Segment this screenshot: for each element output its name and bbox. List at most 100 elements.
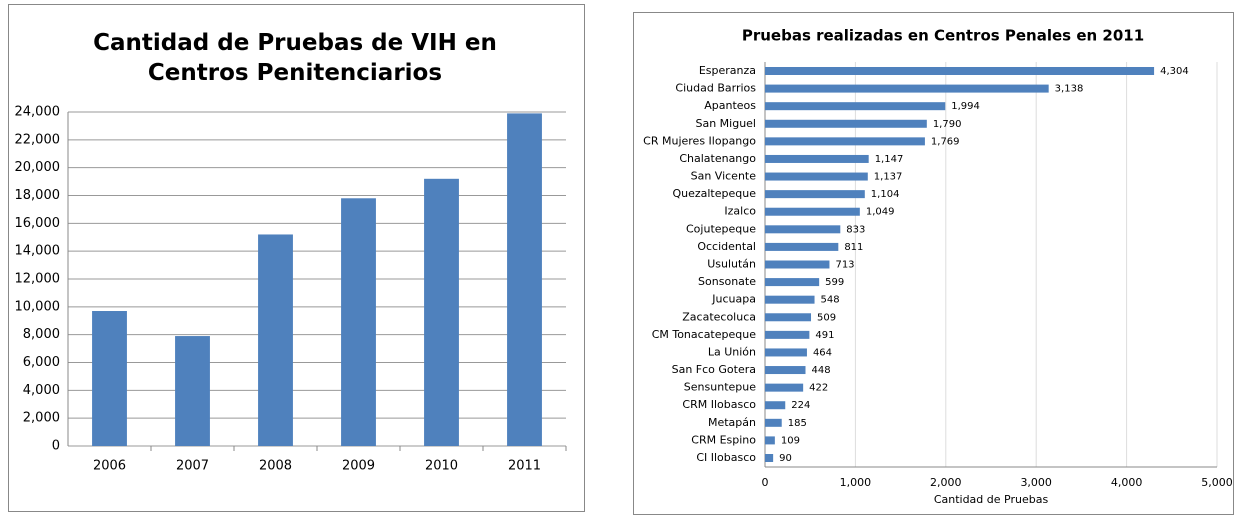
bar <box>258 234 293 446</box>
bar <box>175 336 210 446</box>
bar <box>765 154 869 163</box>
value-label: 811 <box>844 242 863 253</box>
y-tick-label: 0 <box>52 439 60 454</box>
y-tick-label: Chalatenango <box>679 152 756 165</box>
y-tick-label: CI Ilobasco <box>696 451 756 464</box>
bar <box>765 295 815 304</box>
value-label: 90 <box>779 453 792 464</box>
value-label: 1,104 <box>871 189 900 200</box>
y-tick-label: Metapán <box>708 416 756 429</box>
x-tick-label: 2008 <box>259 459 292 474</box>
y-tick-label: Cojutepeque <box>686 222 756 235</box>
value-label: 448 <box>811 365 830 376</box>
y-tick-label: San Vicente <box>691 170 757 183</box>
value-label: 1,790 <box>933 119 962 130</box>
y-tick-label: Esperanza <box>699 64 756 77</box>
left-frame <box>8 4 585 512</box>
value-label: 1,147 <box>875 154 904 165</box>
y-tick-label: Izalco <box>724 205 756 218</box>
chart-title: Pruebas realizadas en Centros Penales en… <box>742 27 1144 45</box>
x-axis-label: Cantidad de Pruebas <box>934 493 1049 506</box>
y-tick-label: 18,000 <box>15 188 61 203</box>
y-tick-label: Jucuapa <box>711 293 756 306</box>
x-tick-label: 5,000 <box>1201 476 1233 489</box>
y-tick-label: 6,000 <box>23 355 60 370</box>
bar <box>765 436 775 445</box>
y-tick-label: San Fco Gotera <box>672 363 756 376</box>
y-tick-label: San Miguel <box>695 117 756 130</box>
y-tick-label: CM Tonacatepeque <box>652 328 757 341</box>
bar <box>92 311 127 446</box>
y-tick-label: Apanteos <box>704 99 756 112</box>
y-tick-label: 24,000 <box>15 105 61 120</box>
y-tick-label: CR Mujeres Ilopango <box>643 134 756 147</box>
x-tick-label: 0 <box>762 476 769 489</box>
x-tick-label: 2006 <box>93 459 126 474</box>
x-tick-label: 2011 <box>508 459 541 474</box>
bar <box>765 366 806 375</box>
y-tick-label: 12,000 <box>15 272 61 287</box>
y-tick-label: 4,000 <box>23 383 60 398</box>
x-tick-label: 2,000 <box>930 476 962 489</box>
y-tick-label: 2,000 <box>23 411 60 426</box>
bar <box>765 348 807 357</box>
bar <box>341 198 376 446</box>
value-label: 1,769 <box>931 136 960 147</box>
y-tick-label: 8,000 <box>23 327 60 342</box>
y-tick-label: 20,000 <box>15 160 61 175</box>
value-label: 509 <box>817 312 836 323</box>
y-tick-label: 16,000 <box>15 216 61 231</box>
bar <box>765 313 812 322</box>
value-label: 1,049 <box>866 207 895 218</box>
value-label: 109 <box>781 435 800 446</box>
x-tick-label: 4,000 <box>1111 476 1143 489</box>
bar <box>765 330 810 339</box>
x-tick-label: 1,000 <box>840 476 872 489</box>
y-tick-label: 22,000 <box>15 132 61 147</box>
y-tick-label: Quezaltepeque <box>672 187 756 200</box>
bar <box>765 137 925 146</box>
y-tick-label: 10,000 <box>15 299 61 314</box>
value-label: 1,994 <box>951 101 980 112</box>
x-tick-label: 3,000 <box>1020 476 1052 489</box>
value-label: 4,304 <box>1160 66 1189 77</box>
bar <box>765 454 774 462</box>
y-tick-label: Usulután <box>707 258 756 271</box>
bar <box>424 178 459 447</box>
y-tick-label: La Unión <box>708 345 756 358</box>
value-label: 491 <box>815 330 834 341</box>
y-tick-label: CRM Espino <box>691 433 756 446</box>
bar <box>765 225 841 234</box>
bar <box>765 260 830 269</box>
value-label: 224 <box>791 400 810 411</box>
value-label: 713 <box>835 260 854 271</box>
y-tick-label: Occidental <box>697 240 756 253</box>
bar <box>765 418 782 427</box>
bar <box>765 119 927 128</box>
value-label: 548 <box>821 295 840 306</box>
value-label: 422 <box>809 383 828 394</box>
value-label: 599 <box>825 277 844 288</box>
bar <box>765 172 868 181</box>
bar <box>765 383 804 392</box>
y-tick-label: 14,000 <box>15 244 61 259</box>
bar <box>765 190 865 199</box>
bar <box>765 278 820 287</box>
x-tick-label: 2009 <box>342 459 375 474</box>
bar <box>765 84 1049 93</box>
bar <box>765 207 860 216</box>
bar <box>765 67 1155 75</box>
chart-title: Cantidad de Pruebas de VIH en Centros Pe… <box>93 30 497 86</box>
x-tick-label: 2010 <box>425 459 458 474</box>
value-label: 3,138 <box>1055 84 1084 95</box>
bar <box>765 242 839 251</box>
value-label: 1,137 <box>874 172 903 183</box>
value-label: 185 <box>788 418 807 429</box>
right-frame <box>633 12 1234 515</box>
y-tick-label: Sonsonate <box>698 275 756 288</box>
y-tick-label: CRM Ilobasco <box>682 398 756 411</box>
y-tick-label: Zacatecoluca <box>682 310 756 323</box>
bar <box>765 401 786 410</box>
